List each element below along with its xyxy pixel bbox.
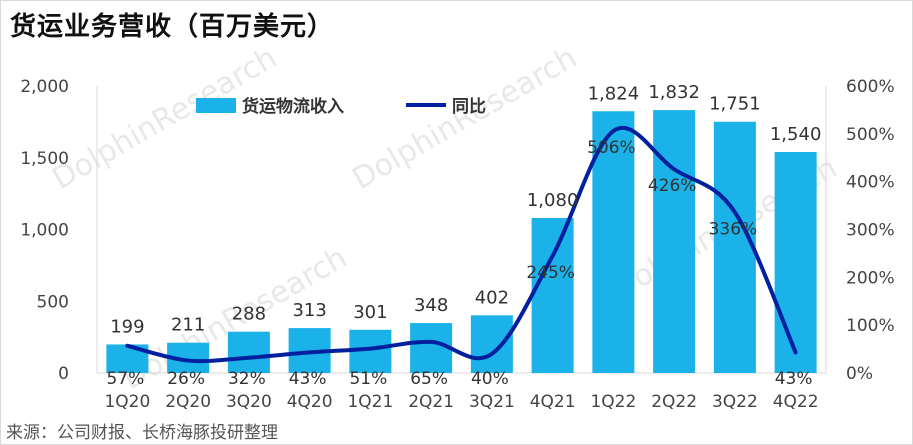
yoy-value-label: 43% [289, 369, 327, 389]
y-right-tick-label: 200% [846, 268, 895, 288]
bar-2Q22 [653, 110, 696, 373]
yoy-value-label: 26% [167, 369, 205, 389]
y-right-tick-label: 0% [846, 364, 873, 384]
y-right-tick-label: 300% [846, 221, 895, 241]
yoy-value-label: 43% [775, 369, 813, 389]
x-tick-label: 3Q22 [712, 392, 758, 412]
bar-value-label: 313 [292, 300, 326, 321]
x-tick-label: 2Q20 [165, 392, 211, 412]
bar-4Q21 [531, 218, 574, 373]
legend-line-label: 同比 [452, 96, 486, 117]
bar-value-label: 348 [414, 295, 448, 316]
legend-bar-swatch [196, 98, 236, 113]
bar-value-label: 1,832 [648, 82, 700, 103]
yoy-value-label: 65% [410, 369, 448, 389]
svg-text:DolphinResearch: DolphinResearch [47, 40, 283, 197]
yoy-value-label: 506% [587, 138, 636, 158]
y-left-tick-label: 1,500 [20, 149, 69, 169]
y-right-tick-label: 400% [846, 173, 895, 193]
yoy-value-label: 57% [106, 369, 144, 389]
yoy-value-label: 32% [228, 369, 266, 389]
bar-value-label: 211 [171, 315, 205, 336]
yoy-value-label: 40% [471, 369, 509, 389]
bar-value-label: 1,540 [770, 124, 822, 145]
y-left-tick-label: 500 [37, 292, 69, 312]
yoy-value-label: 51% [349, 369, 387, 389]
y-left-tick-label: 2,000 [20, 77, 69, 97]
x-tick-label: 1Q22 [590, 392, 636, 412]
x-tick-label: 4Q20 [287, 392, 333, 412]
x-tick-label: 2Q21 [408, 392, 454, 412]
legend-bar-label: 货运物流收入 [242, 96, 344, 117]
svg-text:DolphinResearch: DolphinResearch [347, 40, 583, 197]
bar-3Q21 [470, 315, 513, 373]
x-tick-label: 1Q21 [347, 392, 393, 412]
x-tick-label: 3Q20 [226, 392, 272, 412]
yoy-value-label: 426% [648, 176, 697, 196]
bar-value-label: 1,080 [527, 190, 579, 211]
bar-3Q20 [227, 331, 270, 373]
bar-3Q22 [713, 121, 756, 373]
bar-2Q21 [410, 323, 453, 373]
yoy-value-label: 245% [526, 263, 575, 283]
bar-value-label: 301 [353, 302, 387, 323]
yoy-value-label: 336% [709, 219, 758, 239]
x-tick-label: 3Q21 [469, 392, 515, 412]
x-tick-label: 4Q22 [773, 392, 819, 412]
yoy-line [125, 126, 798, 364]
chart-title: 货运业务营收（百万美元） [10, 12, 335, 42]
y-right-tick-label: 100% [846, 316, 895, 336]
x-tick-label: 1Q20 [104, 392, 150, 412]
y-right-tick-label: 600% [846, 77, 895, 97]
y-left-tick-label: 0 [58, 364, 69, 384]
bar-value-label: 402 [475, 287, 509, 308]
bar-4Q22 [774, 152, 817, 373]
bar-value-label: 1,751 [709, 94, 761, 115]
bar-1Q22 [592, 111, 635, 374]
y-left-tick-label: 1,000 [20, 221, 69, 241]
bar-value-label: 288 [232, 304, 266, 325]
x-tick-label: 4Q21 [530, 392, 576, 412]
source-note: 来源：公司财报、长桥海豚投研整理 [6, 423, 278, 443]
x-tick-label: 2Q22 [651, 392, 697, 412]
y-right-tick-label: 500% [846, 125, 895, 145]
bar-value-label: 1,824 [588, 83, 640, 104]
bar-value-label: 199 [110, 316, 144, 337]
